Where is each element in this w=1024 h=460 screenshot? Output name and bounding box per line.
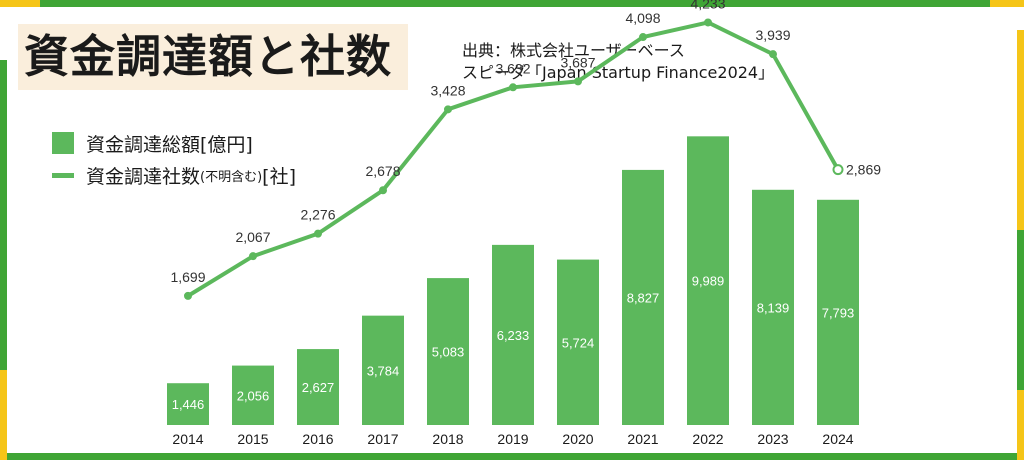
legend-bar-label: 資金調達総額[億円]	[86, 133, 253, 156]
bar	[362, 315, 404, 425]
bar-value-label: 2,627	[302, 380, 335, 395]
source-line-2: スピーダ「Japan Startup Finance2024」	[462, 63, 775, 82]
x-tick-label: 2019	[497, 431, 528, 447]
x-tick-label: 2022	[692, 431, 723, 447]
line-value-label: 3,687	[560, 54, 595, 70]
frame-accent	[0, 370, 7, 460]
bar	[622, 169, 664, 425]
line-value-label: 2,067	[235, 229, 270, 245]
bar	[427, 278, 469, 425]
bar	[492, 244, 534, 425]
frame-accent	[0, 60, 7, 400]
legend-line-unit: [社]	[262, 165, 296, 188]
bar	[297, 349, 339, 425]
line-point	[639, 33, 647, 42]
line-point	[704, 18, 712, 27]
bar-value-label: 5,724	[562, 335, 595, 350]
x-tick-label: 2023	[757, 431, 788, 447]
bar	[687, 136, 729, 425]
frame-accent	[1017, 230, 1024, 390]
x-tick-label: 2014	[172, 431, 203, 447]
title-box: 資金調達額と社数	[18, 24, 409, 90]
line-value-label: 2,869	[846, 162, 881, 178]
bar-value-label: 9,989	[692, 274, 725, 289]
bar-value-label: 1,446	[172, 397, 205, 412]
line-value-label: 3,632	[495, 60, 530, 76]
legend-item-line: 資金調達社数 (不明含む) [社]	[52, 159, 296, 191]
line-point	[509, 83, 517, 92]
legend-bar-swatch	[52, 132, 74, 154]
bar-value-label: 8,139	[757, 300, 790, 315]
line-value-label: 4,098	[625, 10, 660, 26]
x-tick-label: 2016	[302, 431, 333, 447]
bar	[167, 383, 209, 425]
line-value-label: 4,233	[690, 0, 725, 11]
line-value-label: 2,276	[300, 207, 335, 223]
bar-value-label: 7,793	[822, 305, 855, 320]
chart-title: 資金調達額と社数	[24, 30, 393, 83]
line-value-label: 2,678	[365, 163, 400, 179]
bar	[752, 189, 794, 425]
frame-accent	[0, 453, 1024, 460]
bar-value-label: 8,827	[627, 290, 660, 305]
line-point	[769, 50, 777, 59]
line-point	[832, 164, 844, 176]
frame-accent	[0, 0, 40, 7]
x-tick-label: 2024	[822, 431, 853, 447]
bar-value-label: 3,784	[367, 363, 400, 378]
line-point	[249, 252, 257, 261]
legend-line-swatch	[52, 172, 74, 178]
line-point	[379, 186, 387, 195]
bar	[557, 259, 599, 425]
frame-accent	[990, 0, 1024, 7]
bar-value-label: 2,056	[237, 388, 270, 403]
line-value-label: 3,939	[755, 27, 790, 43]
x-tick-label: 2021	[627, 431, 658, 447]
line-point	[444, 105, 452, 114]
line-point	[314, 229, 322, 238]
bar	[232, 365, 274, 425]
bar-value-label: 6,233	[497, 328, 530, 343]
line-value-label: 1,699	[170, 269, 205, 285]
line-value-label: 3,428	[430, 82, 465, 98]
bar	[817, 199, 859, 425]
legend-item-bar: 資金調達総額[億円]	[52, 127, 296, 159]
legend: 資金調達総額[億円] 資金調達社数 (不明含む) [社]	[52, 127, 296, 191]
frame-accent	[1017, 30, 1024, 230]
legend-line-label: 資金調達社数	[86, 165, 201, 188]
line-point	[574, 77, 582, 86]
x-tick-label: 2020	[562, 431, 593, 447]
x-tick-label: 2017	[367, 431, 398, 447]
frame-accent	[1017, 390, 1024, 460]
x-tick-label: 2015	[237, 431, 268, 447]
frame-accent	[40, 0, 990, 7]
x-tick-label: 2018	[432, 431, 463, 447]
bar-value-label: 5,083	[432, 345, 465, 360]
line-point	[184, 291, 192, 300]
legend-line-note: (不明含む)	[200, 169, 263, 185]
